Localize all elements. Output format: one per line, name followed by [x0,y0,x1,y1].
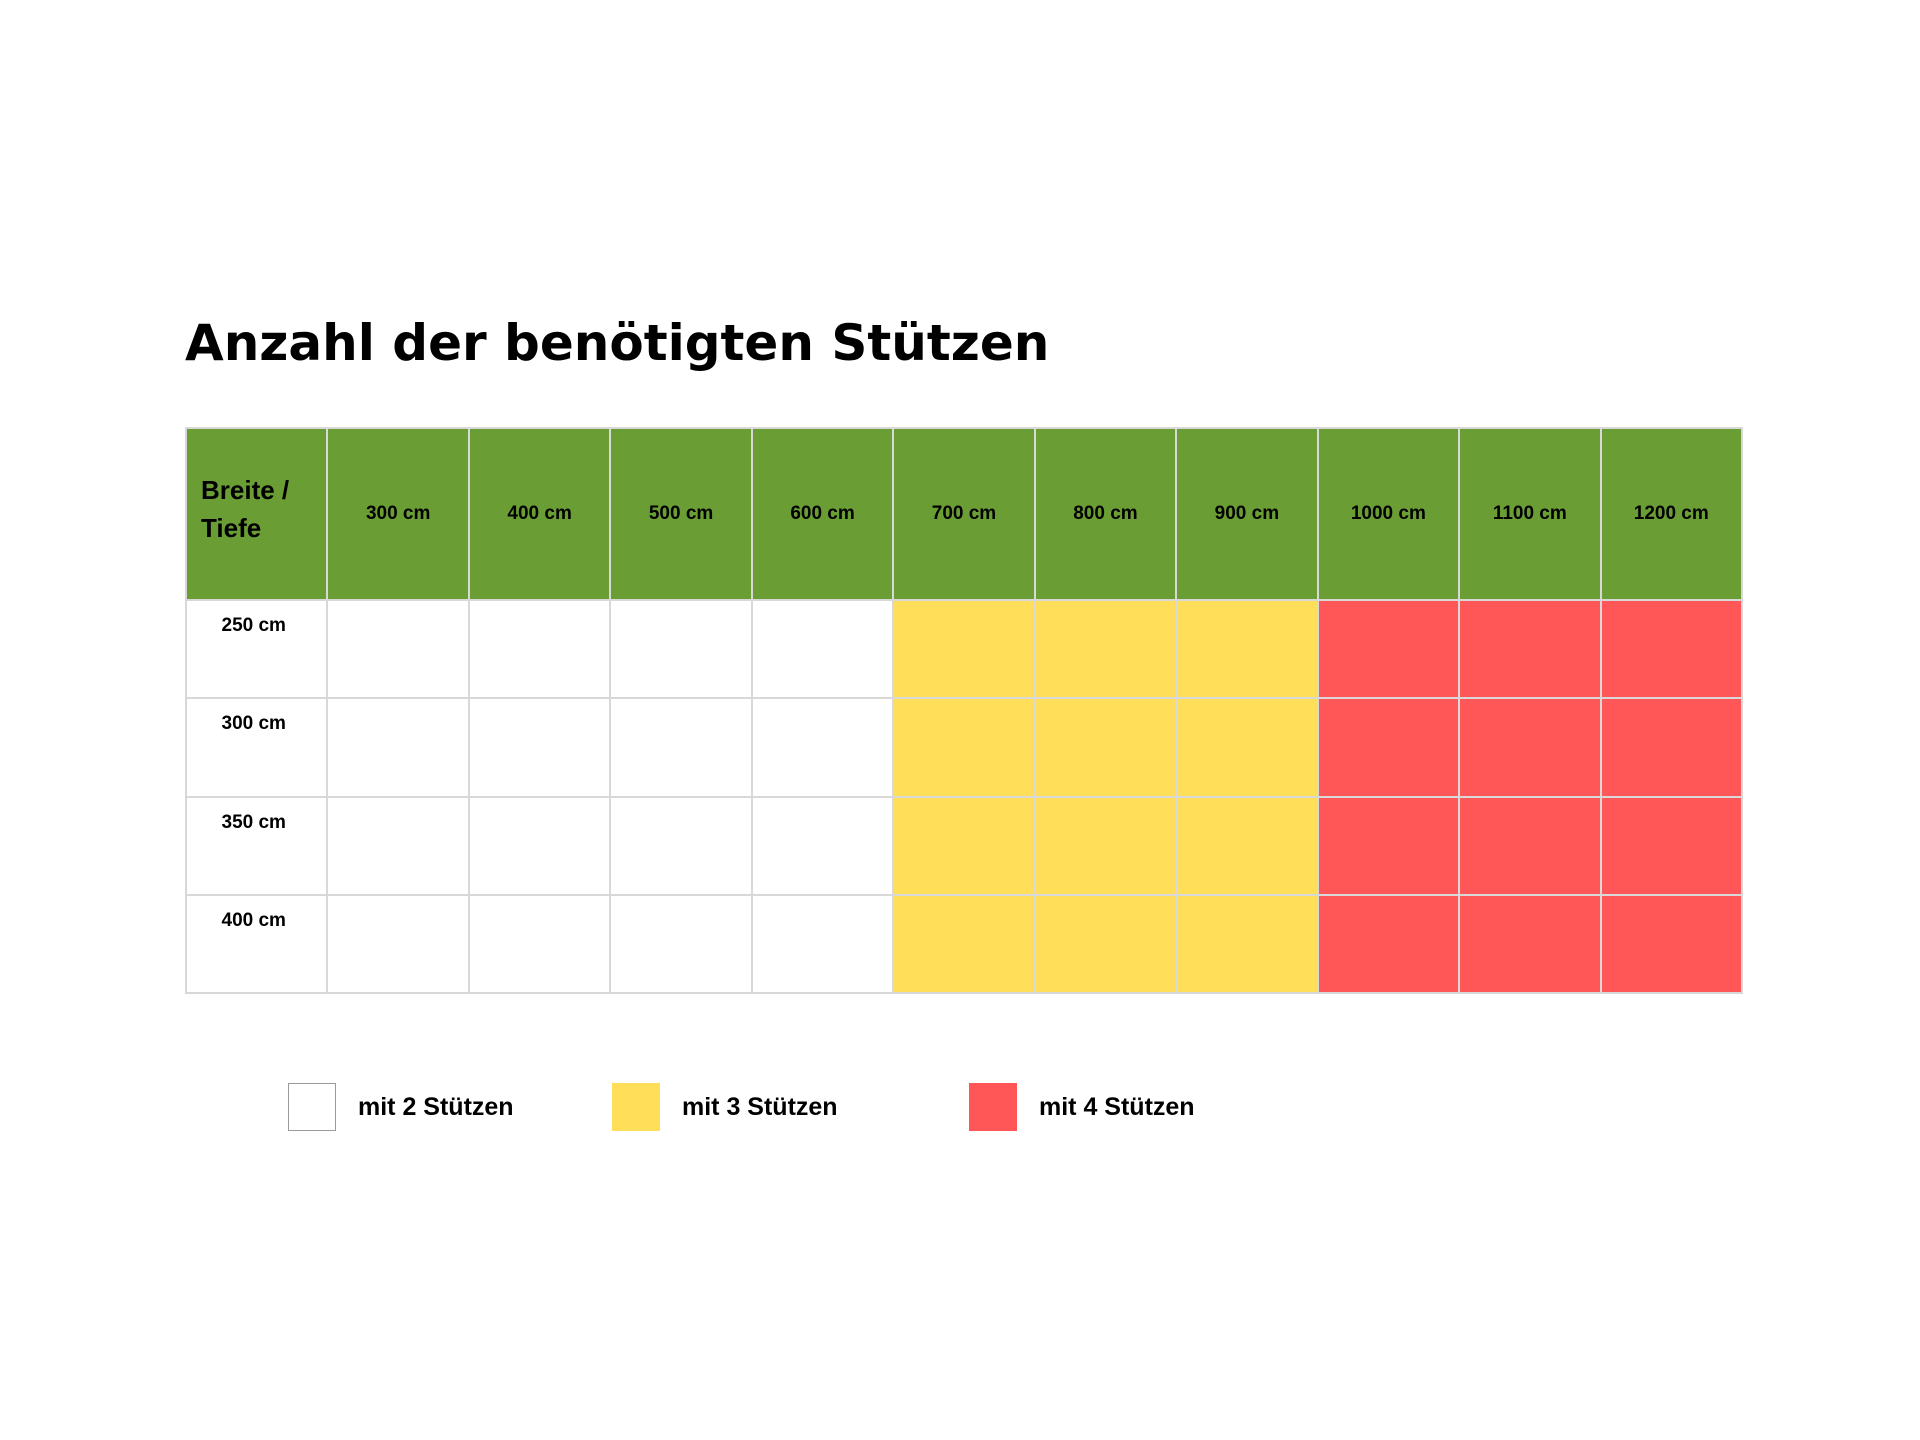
support-cell [469,797,610,894]
row-label: 400 cm [187,895,327,992]
support-cell [1035,699,1176,796]
support-cell [469,895,610,992]
corner-header: Breite / Tiefe [187,429,327,599]
support-cell [1318,797,1459,894]
support-cell [1601,797,1741,894]
legend-swatch [969,1083,1017,1131]
support-cell [894,895,1034,992]
support-cell [1601,699,1741,796]
support-cell [1460,699,1600,796]
column-header: 900 cm [1177,429,1317,599]
legend-label: mit 4 Stützen [1039,1092,1195,1121]
support-cell [611,601,751,698]
support-cell [894,699,1034,796]
support-cell [328,601,468,698]
row-label: 350 cm [187,797,327,894]
column-header: 1100 cm [1460,429,1600,599]
support-cell [1460,797,1600,894]
legend-swatch [612,1083,660,1131]
legend-item: mit 3 Stützen [612,1082,838,1132]
support-cell [894,797,1034,894]
support-cell [1177,895,1317,992]
support-cell [1460,601,1600,698]
column-header: 500 cm [611,429,751,599]
support-cell [1177,797,1317,894]
support-cell [1318,895,1459,992]
legend: mit 2 Stützen mit 3 Stützen mit 4 Stützen [288,1082,1288,1136]
support-cell [1177,699,1317,796]
support-cell [1035,601,1176,698]
support-cell [1318,699,1459,796]
support-cell [752,895,893,992]
row-label: 250 cm [187,601,327,698]
support-cell [894,601,1034,698]
legend-swatch [288,1083,336,1131]
support-cell [1460,895,1600,992]
support-cell [1177,601,1317,698]
support-cell [1035,797,1176,894]
support-table: Breite / Tiefe 300 cm 400 cm 500 cm 600 cm 7… [185,427,1743,994]
support-cell [752,699,893,796]
column-header: 400 cm [469,429,610,599]
support-cell [328,895,468,992]
support-cell [611,699,751,796]
support-cell [1318,601,1459,698]
legend-item: mit 2 Stützen [288,1082,514,1132]
column-header: 600 cm [752,429,893,599]
support-cell [1035,895,1176,992]
legend-item: mit 4 Stützen [969,1082,1195,1132]
column-header: 300 cm [328,429,468,599]
support-cell [1601,895,1741,992]
support-cell [611,797,751,894]
support-cell [469,601,610,698]
support-cell [469,699,610,796]
column-header: 800 cm [1035,429,1176,599]
row-label: 300 cm [187,699,327,796]
support-cell [328,797,468,894]
legend-label: mit 3 Stützen [682,1092,838,1121]
support-cell [752,601,893,698]
column-header: 700 cm [894,429,1034,599]
legend-label: mit 2 Stützen [358,1092,514,1121]
support-cell [1601,601,1741,698]
support-cell [611,895,751,992]
support-cell [328,699,468,796]
column-header: 1200 cm [1601,429,1741,599]
chart-title: Anzahl der benötigten Stützen [185,314,1050,372]
column-header: 1000 cm [1318,429,1459,599]
support-cell [752,797,893,894]
